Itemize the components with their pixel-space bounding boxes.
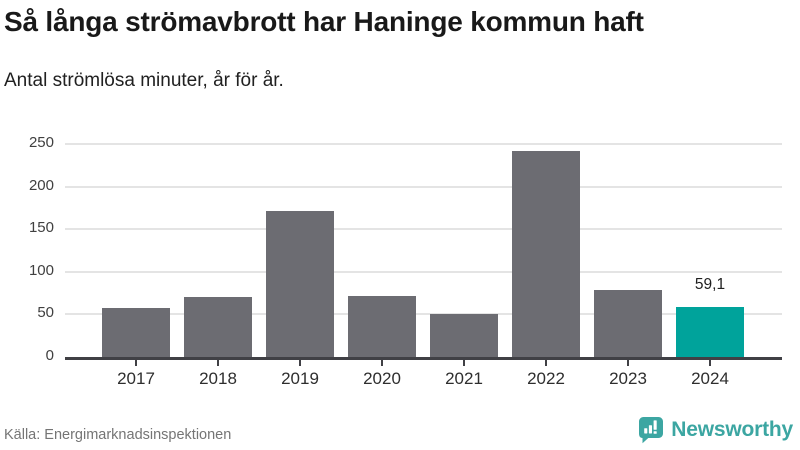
gridline bbox=[65, 228, 782, 231]
bar-2018 bbox=[184, 296, 252, 357]
x-axis-tick-label: 2021 bbox=[445, 369, 483, 388]
x-axis-tick bbox=[217, 360, 219, 366]
x-axis-tick-label: 2022 bbox=[527, 369, 565, 388]
x-axis-tick-label: 2020 bbox=[363, 369, 401, 388]
x-axis-tick bbox=[299, 360, 301, 366]
gridline bbox=[65, 143, 782, 145]
y-axis-tick-label: 0 bbox=[45, 347, 54, 364]
y-axis-tick-label: 150 bbox=[28, 219, 54, 237]
gridline bbox=[65, 270, 782, 273]
x-axis-tick-label: 2019 bbox=[281, 369, 319, 388]
y-axis-tick-label: 200 bbox=[28, 176, 54, 194]
y-axis-tick-label: 100 bbox=[28, 261, 54, 279]
bar-2020 bbox=[348, 295, 416, 357]
x-axis-tick bbox=[135, 360, 137, 366]
x-axis-tick-label: 2017 bbox=[117, 369, 155, 388]
chart-title: Så långa strömavbrott har Haninge kommun… bbox=[4, 6, 644, 37]
chart-subtitle: Antal strömlösa minuter, år för år. bbox=[4, 70, 284, 91]
x-axis-tick bbox=[381, 360, 383, 366]
x-axis-tick-label: 2018 bbox=[199, 369, 237, 388]
bar-2017 bbox=[102, 307, 170, 357]
x-axis-tick bbox=[627, 360, 629, 366]
brand-logo: Newsworthy bbox=[638, 416, 793, 444]
brand-name: Newsworthy bbox=[671, 418, 793, 441]
bar-2022 bbox=[512, 150, 580, 357]
gridline bbox=[65, 313, 782, 316]
bar-2023 bbox=[594, 289, 662, 357]
source-note: Källa: Energimarknadsinspektionen bbox=[4, 427, 232, 443]
bar-2021 bbox=[430, 313, 498, 357]
x-axis-tick bbox=[463, 360, 465, 366]
x-axis-tick-label: 2023 bbox=[609, 369, 647, 388]
x-axis-tick-label: 2024 bbox=[691, 369, 729, 388]
y-axis-tick-label: 50 bbox=[37, 304, 54, 322]
y-axis-tick-label: 250 bbox=[28, 134, 54, 151]
bar-2024 bbox=[676, 306, 744, 357]
gridline bbox=[65, 185, 782, 188]
bar-value-label: 59,1 bbox=[694, 275, 726, 293]
newsworthy-icon bbox=[638, 416, 664, 444]
bar-2019 bbox=[266, 211, 334, 357]
x-axis-tick bbox=[709, 360, 711, 366]
plot-area: 0 50 100 150 200 250 2017 2018 2019 2020 2021 2022 2… bbox=[29, 135, 782, 388]
x-axis-tick bbox=[545, 360, 547, 366]
